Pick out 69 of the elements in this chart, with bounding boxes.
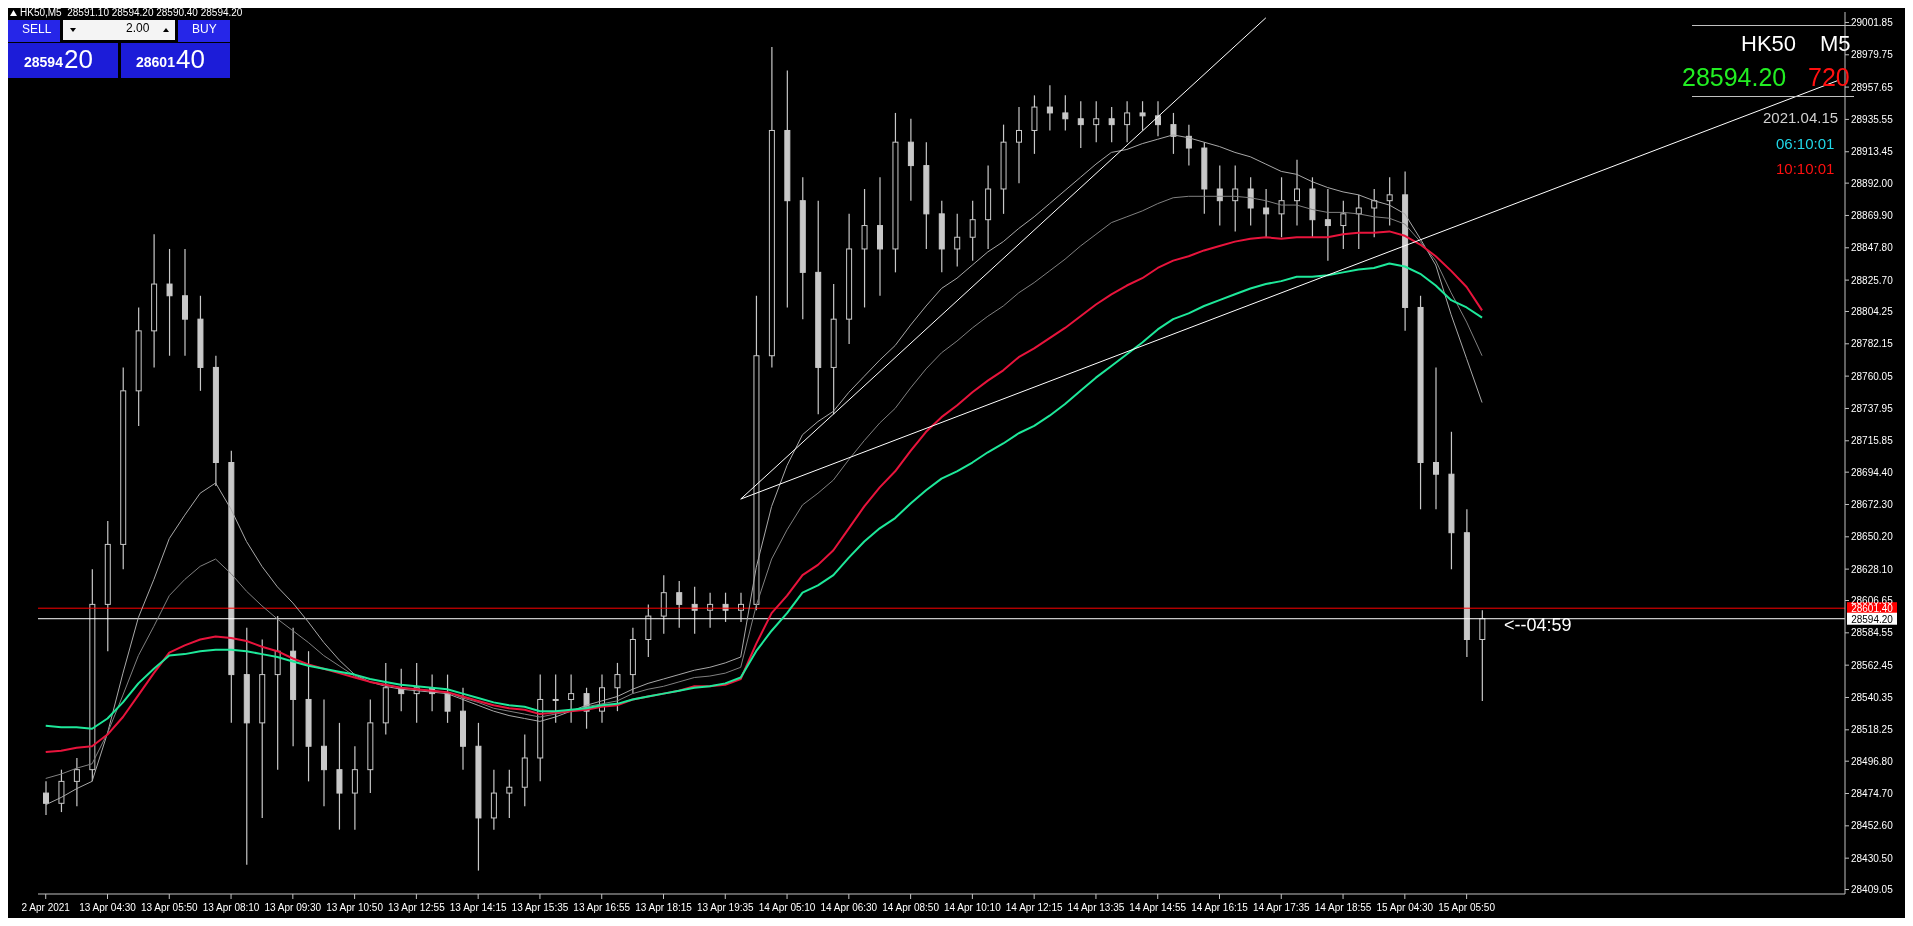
x-tick-label: 13 Apr 14:15: [449, 902, 507, 913]
y-tick-label: 28804.25: [1851, 306, 1894, 318]
y-tick-label: 28913.45: [1851, 146, 1894, 158]
y-tick-label: 28760.05: [1851, 370, 1894, 382]
annotation: 06:10:01: [1776, 135, 1835, 153]
y-tick-label: 28562.45: [1851, 659, 1894, 671]
x-tick-label: 14 Apr 13:35: [1067, 902, 1125, 913]
x-tick-label: 14 Apr 17:35: [1252, 902, 1311, 913]
y-tick-label: 28452.60: [1851, 820, 1894, 832]
y-tick-label: 29001.85: [1851, 17, 1894, 29]
annotation: 720: [1808, 63, 1850, 92]
annotation: 2.00: [126, 21, 150, 36]
y-tick-label: 28869.90: [1851, 210, 1894, 222]
y-tick-label: 28430.50: [1851, 852, 1894, 864]
annotation: 40: [176, 44, 205, 74]
x-tick-label: 14 Apr 05:10: [758, 902, 816, 913]
x-tick-label: 15 Apr 04:30: [1376, 902, 1434, 913]
y-tick-label: 28847.80: [1851, 242, 1894, 254]
x-tick-label: 14 Apr 06:30: [820, 902, 878, 913]
x-tick-label: 13 Apr 10:50: [326, 902, 384, 913]
y-tick-label: 28672.30: [1851, 499, 1894, 511]
annotation: 28601: [136, 54, 175, 71]
chart-title: HK50,M5 28591.10 28594.20 28590.40 28594.20: [20, 7, 243, 18]
x-tick-label: 13 Apr 09:30: [264, 902, 322, 913]
y-tick-label: 28409.05: [1851, 884, 1894, 896]
annotation: 28594.20: [1682, 63, 1787, 92]
annotation: <--04:59: [1504, 615, 1572, 636]
y-tick-label: 28715.85: [1851, 435, 1894, 447]
y-tick-label: 28825.70: [1851, 274, 1894, 286]
x-tick-label: 13 Apr 08:10: [202, 902, 260, 913]
y-tick-label: 28518.25: [1851, 724, 1894, 736]
y-tick-label: 28540.35: [1851, 692, 1894, 704]
annotation: M5: [1820, 31, 1851, 56]
x-tick-label: 14 Apr 10:10: [944, 902, 1002, 913]
y-tick-label: 28474.70: [1851, 788, 1894, 800]
y-tick-label: 28694.40: [1851, 466, 1894, 478]
annotation: 2021.04.15: [1763, 109, 1839, 127]
x-tick-label: 13 Apr 04:30: [79, 902, 137, 913]
y-tick-label: 28892.00: [1851, 177, 1894, 189]
annotation: HK50: [1741, 31, 1797, 57]
x-tick-label: 13 Apr 12:55: [388, 902, 446, 913]
x-tick-label: 13 Apr 18:15: [635, 902, 693, 913]
x-tick-label: 15 Apr 05:50: [1438, 902, 1496, 913]
y-tick-label: 28628.10: [1851, 563, 1894, 575]
y-tick-label: 28957.65: [1851, 81, 1894, 93]
x-tick-label: 2 Apr 2021: [21, 902, 71, 913]
ref-line-label: 28594.20: [1851, 613, 1894, 625]
annotation: 20: [64, 44, 93, 74]
annotation: 10:10:01: [1776, 160, 1835, 178]
y-tick-label: 28584.55: [1851, 627, 1894, 639]
x-tick-label: 13 Apr 05:50: [140, 902, 199, 913]
x-tick-label: 13 Apr 15:35: [511, 902, 569, 913]
y-tick-label: 28496.80: [1851, 755, 1894, 767]
ref-line-label: 28601.40: [1851, 603, 1894, 615]
x-tick-label: 14 Apr 18:55: [1314, 902, 1372, 913]
y-tick-label: 28935.55: [1851, 113, 1894, 125]
annotation: 28594: [24, 54, 63, 71]
y-tick-label: 28782.15: [1851, 338, 1894, 350]
x-tick-label: 14 Apr 14:55: [1129, 902, 1187, 913]
x-tick-label: 14 Apr 08:50: [882, 902, 940, 913]
x-tick-label: 13 Apr 16:55: [573, 902, 631, 913]
x-tick-label: 14 Apr 12:15: [1005, 902, 1063, 913]
x-tick-label: 14 Apr 16:15: [1191, 902, 1249, 913]
y-tick-label: 28737.95: [1851, 403, 1894, 415]
y-tick-label: 28979.75: [1851, 49, 1894, 61]
annotation: SELL: [22, 22, 52, 37]
y-tick-label: 28650.20: [1851, 531, 1894, 543]
x-tick-label: 13 Apr 19:35: [696, 902, 755, 913]
annotation: BUY: [192, 22, 217, 37]
